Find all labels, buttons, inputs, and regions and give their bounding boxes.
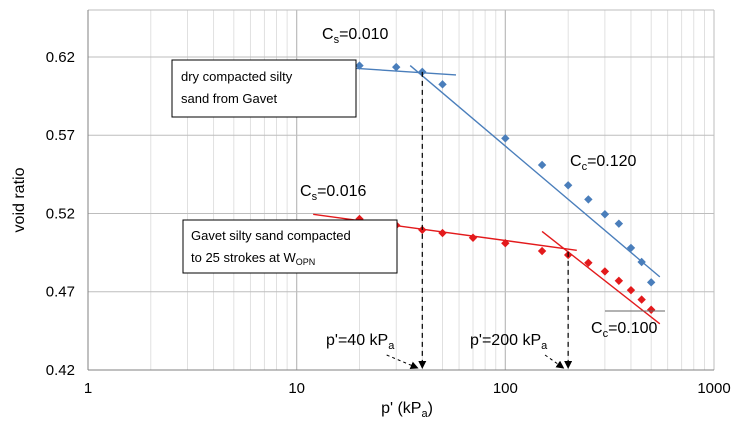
red-data-point — [637, 295, 646, 304]
blue-data-point — [584, 195, 593, 204]
x-tick-label: 1 — [84, 380, 92, 397]
blue-series-box-line-2: sand from Gavet — [181, 91, 277, 106]
blue-data-point — [637, 257, 646, 267]
x-tick-label: 10 — [288, 380, 305, 397]
red-data-point — [537, 246, 547, 256]
y-tick-label: 0.57 — [46, 127, 75, 144]
blue-data-point — [537, 160, 547, 170]
red-series-box — [182, 219, 398, 274]
red-series-box-line-1: Gavet silty sand compacted — [191, 228, 351, 243]
red-data-point — [468, 233, 478, 242]
blue-data-point — [600, 210, 610, 219]
red-data-point — [418, 225, 427, 235]
x-tick-label: 100 — [493, 380, 518, 397]
y-tick-label: 0.42 — [46, 362, 75, 379]
cc-blue-label: Cc=0.120 — [570, 153, 637, 173]
blue-data-point — [626, 243, 636, 253]
blue-data-point — [438, 80, 447, 89]
blue-data-point — [563, 181, 573, 190]
fit-line-blue — [409, 65, 661, 278]
red-data-point — [614, 276, 624, 285]
red-data-point — [600, 267, 610, 276]
red-data-point — [626, 285, 636, 295]
x-axis-title: p' (kPa) — [381, 400, 433, 420]
blue-data-point — [355, 61, 364, 70]
red-data-point — [646, 305, 656, 314]
x-tick-label: 1000 — [697, 380, 730, 397]
red-series-box-line-2: to 25 strokes at WOPN — [191, 250, 315, 267]
vertical-markers — [386, 71, 573, 369]
red-data-point — [584, 258, 593, 267]
blue-data-point — [501, 134, 510, 143]
y-axis-title: void ratio — [11, 167, 28, 232]
red-data-point — [438, 228, 447, 238]
cc-red-label: Cc=0.100 — [591, 320, 658, 340]
blue-series-box — [171, 59, 357, 118]
fit-line-red — [541, 230, 661, 325]
p200-pointer — [544, 354, 565, 369]
blue-data-point — [392, 62, 401, 72]
axes: 1 10 100 1000 0.42 0.47 0.52 0.57 0.62 p' (kPa) vo… — [11, 10, 731, 420]
p40-label: p'=40 kPa — [326, 332, 395, 352]
y-tick-label: 0.62 — [46, 49, 75, 66]
cs-red-label: Cs=0.016 — [300, 183, 367, 203]
blue-data-point — [646, 278, 656, 287]
y-tick-label: 0.47 — [46, 284, 75, 301]
y-tick-label: 0.52 — [46, 205, 75, 222]
red-data-point — [501, 239, 510, 248]
p40-pointer — [386, 354, 419, 369]
blue-data-point — [418, 67, 427, 77]
blue-series-box-line-1: dry compacted silty — [181, 69, 293, 84]
cs-blue-label: Cs=0.010 — [322, 26, 389, 46]
blue-data-point — [614, 219, 624, 228]
p200-label: p'=200 kPa — [470, 332, 548, 352]
labels: Cs=0.010 Cc=0.120 Cs=0.016 Cc=0.100 p'=40 kP… — [171, 26, 665, 352]
